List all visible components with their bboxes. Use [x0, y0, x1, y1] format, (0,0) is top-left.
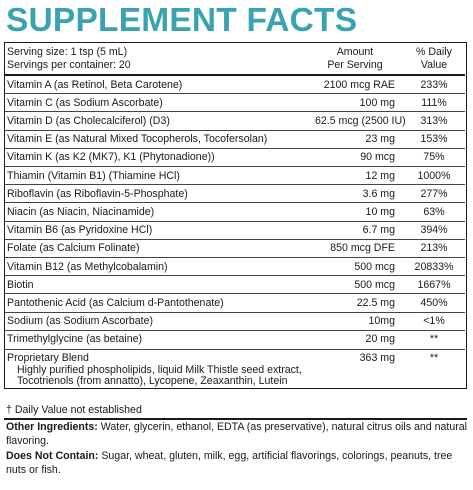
- nutrient-name: Biotin: [7, 278, 34, 291]
- nutrient-dv: 213%: [420, 242, 448, 255]
- nutrient-amount: 500 mcg: [354, 260, 395, 273]
- row-divider: [5, 202, 465, 204]
- amount-header-line1: Amount: [336, 46, 374, 58]
- row-divider: [5, 111, 465, 113]
- nutrient-amount: 62.5 mcg (2500 IU): [315, 114, 406, 127]
- nutrient-amount: 2100 mcg RAE: [323, 78, 395, 91]
- nutrient-amount: 10mg: [368, 315, 396, 328]
- nutrient-dv: <1%: [423, 315, 445, 328]
- nutrient-name: Vitamin K (as K2 (MK7), K1 (Phytonadione…: [7, 151, 215, 164]
- row-divider: [5, 329, 465, 331]
- nutrient-dv: 1000%: [417, 169, 451, 182]
- nutrient-name: Folate (as Calcium Folinate): [7, 242, 140, 255]
- nutrient-amount: 20 mg: [365, 333, 395, 346]
- other-ingredients: Other Ingredients: Water, glycerin, etha…: [6, 420, 468, 448]
- dv-footnote: † Daily Value not established: [6, 404, 142, 416]
- row-divider: [5, 238, 465, 240]
- nutrient-amount: 23 mg: [365, 133, 395, 146]
- nutrient-amount: 90 mcg: [360, 151, 395, 164]
- nutrient-dv: 313%: [420, 114, 448, 127]
- nutrient-amount: 22.5 mg: [356, 296, 395, 309]
- does-not-contain-text: Sugar, wheat, gluten, milk, egg, artific…: [6, 450, 453, 476]
- nutrient-amount: 850 mcg DFE: [330, 242, 395, 255]
- nutrient-dv: 75%: [423, 151, 445, 164]
- header-divider: [5, 74, 465, 76]
- nutrient-name: Sodium (as Sodium Ascorbate): [7, 315, 154, 328]
- blend-name: Proprietary Blend: [7, 352, 89, 364]
- nutrient-name: Vitamin E (as Natural Mixed Tocopherols,…: [7, 133, 268, 146]
- nutrient-amount: 12 mg: [365, 169, 395, 182]
- other-ingredients-label: Other Ingredients:: [6, 421, 98, 433]
- row-divider: [5, 220, 465, 222]
- nutrient-name: Trimethylglycine (as betaine): [7, 333, 143, 346]
- nutrient-dv: 1667%: [417, 278, 451, 291]
- blend-amount: 363 mg: [359, 352, 395, 364]
- blend-divider-top: [5, 349, 465, 350]
- supplement-facts-panel: Serving size: 1 tsp (5 mL) Servings per …: [4, 42, 467, 389]
- nutrient-name: Vitamin C (as Sodium Ascorbate): [7, 96, 163, 109]
- nutrient-dv: **: [429, 333, 439, 346]
- nutrient-amount: 100 mg: [359, 96, 395, 109]
- blend-ingredients-line1: Highly purified phospholipids, liquid Mi…: [17, 364, 302, 376]
- other-ingredients-text: Water, glycerin, ethanol, EDTA (as prese…: [6, 421, 468, 447]
- does-not-contain: Does Not Contain: Sugar, wheat, gluten, …: [6, 449, 468, 477]
- row-divider: [5, 93, 465, 95]
- nutrient-dv: 111%: [421, 96, 447, 109]
- nutrient-name: Thiamin (Vitamin B1) (Thiamine HCl): [7, 169, 180, 182]
- dv-header-line1: % Daily: [416, 46, 452, 58]
- does-not-contain-label: Does Not Contain:: [6, 450, 99, 462]
- nutrient-name: Vitamin B12 (as Methylcobalamin): [7, 260, 168, 273]
- row-divider: [5, 166, 465, 167]
- dv-header-line2: Value: [420, 59, 448, 71]
- row-divider: [5, 311, 465, 313]
- footer-divider: [4, 418, 467, 420]
- amount-header-line2: Per Serving: [327, 59, 383, 71]
- nutrient-dv: 277%: [420, 187, 448, 200]
- row-divider: [5, 147, 465, 149]
- nutrient-name: Niacin (as Niacin, Niacinamide): [7, 205, 155, 218]
- nutrient-amount: 500 mcg: [354, 278, 395, 291]
- nutrient-amount: 10 mg: [365, 205, 395, 218]
- nutrient-name: Vitamin A (as Retinol, Beta Carotene): [7, 78, 183, 91]
- row-divider: [5, 184, 465, 186]
- nutrient-name: Pantothenic Acid (as Calcium d-Pantothen…: [7, 296, 224, 309]
- nutrient-name: Vitamin B6 (as Pyridoxine HCl): [7, 224, 153, 237]
- serving-size: Serving size: 1 tsp (5 mL): [7, 46, 128, 58]
- nutrient-dv: 394%: [420, 224, 448, 237]
- nutrient-dv: 63%: [423, 205, 445, 218]
- row-divider: [5, 293, 465, 295]
- nutrient-dv: 20833%: [414, 260, 454, 273]
- nutrient-name: Vitamin D (as Cholecalciferol) (D3): [7, 114, 170, 127]
- nutrient-amount: 6.7 mg: [362, 224, 395, 237]
- row-divider: [5, 257, 465, 258]
- row-divider: [5, 129, 465, 131]
- servings-per-container: Servings per container: 20: [7, 59, 131, 71]
- nutrient-amount: 3.6 mg: [362, 187, 395, 200]
- nutrient-dv: 153%: [420, 133, 448, 146]
- nutrient-dv: 450%: [420, 296, 448, 309]
- row-divider: [5, 275, 465, 277]
- nutrient-name: Riboflavin (as Riboflavin-5-Phosphate): [7, 187, 188, 200]
- blend-ingredients-line2: Tocotrienols (from annatto), Lycopene, Z…: [17, 375, 288, 387]
- page-title: SUPPLEMENT FACTS: [6, 2, 358, 39]
- blend-dv: **: [429, 352, 439, 364]
- nutrient-dv: 233%: [420, 78, 448, 91]
